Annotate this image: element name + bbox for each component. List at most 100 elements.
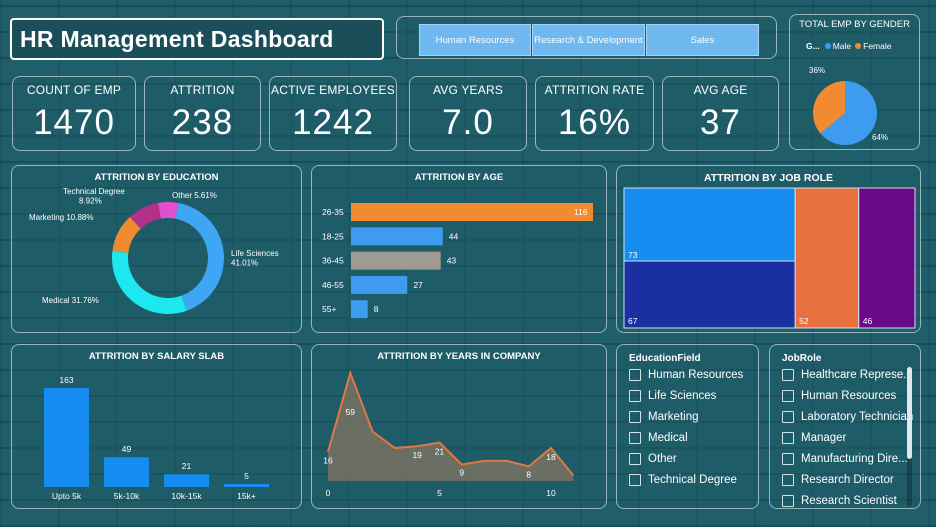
jobrole-filter-scrollbar-track[interactable] (907, 367, 912, 507)
years-data-label: 9 (459, 468, 464, 478)
gender-slice-female[interactable] (813, 81, 845, 134)
jobrole-filter-option[interactable]: Manager (782, 432, 846, 444)
jobrole-treemap-cell[interactable] (623, 260, 796, 329)
kpi-value: 1470 (33, 103, 115, 142)
age-category-label: 18-25 (322, 231, 344, 241)
kpi-label: ATTRITION RATE (544, 83, 645, 97)
education-filter-checkbox[interactable] (629, 390, 641, 402)
gender-pie: 36% 64% (809, 66, 888, 145)
gender-slice-male[interactable] (820, 81, 877, 145)
education-donut: Life Sciences 41.01% Medical 31.76% Marketi… (29, 187, 279, 314)
kpi-value: 1242 (292, 103, 374, 142)
jobrole-treemap-cell[interactable] (858, 187, 916, 329)
education-filter-checkbox[interactable] (629, 474, 641, 486)
jobrole-filter-checkbox[interactable] (782, 474, 794, 486)
education-slice[interactable] (129, 202, 161, 229)
education-data-label: Other 5.61% (172, 191, 217, 200)
age-category-label: 26-35 (322, 207, 344, 217)
age-chart-panel: ATTRITION BY AGE 26-35 116 18-25 44 36-45 43 4… (311, 165, 607, 333)
jobrole-cell-label: 67 (628, 316, 638, 326)
kpi-count-of-emp: COUNT OF EMP 1470 (12, 76, 136, 151)
female-pct-label: 36% (809, 66, 825, 75)
education-filter-option[interactable]: Medical (629, 432, 688, 444)
age-bar[interactable] (351, 203, 593, 221)
salary-category-label: 10k-15k (171, 491, 202, 501)
salary-value-label: 5 (244, 471, 249, 481)
kpi-label: AVG AGE (693, 83, 748, 97)
years-data-label: 18 (546, 452, 556, 462)
years-line[interactable] (327, 369, 575, 477)
jobrole-filter-option-label: Laboratory Technician (801, 411, 914, 423)
years-data-label: 16 (323, 456, 333, 466)
education-slice[interactable] (158, 202, 179, 219)
education-filter-option[interactable]: Human Resources (629, 369, 743, 381)
years-x-tick: 0 (326, 488, 331, 498)
dashboard-title-box: HR Management Dashboard (10, 18, 384, 60)
jobrole-filter-checkbox[interactable] (782, 390, 794, 402)
education-filter-title: EducationField (629, 353, 701, 364)
education-filter-option[interactable]: Life Sciences (629, 390, 716, 402)
jobrole-filter-checkbox[interactable] (782, 432, 794, 444)
jobrole-treemap-cell[interactable] (623, 187, 796, 262)
education-filter-option[interactable]: Technical Degree (629, 474, 737, 486)
education-filter-option-label: Other (648, 453, 677, 465)
education-chart-title: ATTRITION BY EDUCATION (94, 172, 219, 183)
female-legend-dot (855, 43, 862, 49)
age-bar[interactable] (351, 300, 368, 319)
education-filter-checkbox[interactable] (629, 453, 641, 465)
age-bar[interactable] (351, 227, 443, 246)
jobrole-filter-checkbox[interactable] (782, 495, 794, 507)
slicer-button-research-development[interactable]: Research & Development (532, 24, 645, 56)
education-filter-option-label: Technical Degree (648, 474, 737, 486)
kpi-label: COUNT OF EMP (26, 83, 122, 97)
male-legend-dot (824, 43, 831, 49)
salary-category-label: Upto 5k (52, 491, 82, 501)
education-slice[interactable] (112, 217, 141, 254)
jobrole-filter-option[interactable]: Healthcare Represe... (782, 369, 913, 381)
jobrole-treemap-cell[interactable] (794, 187, 860, 329)
education-filter-option-label: Marketing (648, 411, 699, 423)
jobrole-treemap: 73 67 52 46 (623, 187, 916, 329)
jobrole-filter-option[interactable]: Research Scientist (782, 495, 897, 507)
kpi-active-employees: ACTIVE EMPLOYEES 1242 (269, 76, 397, 151)
kpi-avg-age: AVG AGE 37 (662, 76, 779, 151)
jobrole-filter-checkbox[interactable] (782, 411, 794, 423)
jobrole-filter-option[interactable]: Manufacturing Dire... (782, 453, 908, 465)
jobrole-filter-checkbox[interactable] (782, 369, 794, 381)
kpi-avg-years: AVG YEARS 7.0 (409, 76, 527, 151)
education-filter-option[interactable]: Other (629, 453, 677, 465)
education-slice[interactable] (111, 251, 187, 314)
age-value-label: 8 (374, 304, 379, 314)
salary-bar[interactable] (164, 474, 209, 487)
age-chart-title: ATTRITION BY AGE (414, 172, 504, 183)
jobrole-filter-checkbox[interactable] (782, 453, 794, 465)
female-legend-label: Female (863, 41, 892, 51)
years-x-tick: 10 (546, 488, 556, 498)
salary-bar[interactable] (104, 457, 149, 487)
salary-bar[interactable] (224, 483, 269, 487)
jobrole-filter-option[interactable]: Laboratory Technician (782, 411, 913, 423)
kpi-value: 16% (557, 103, 632, 142)
jobrole-filter-option[interactable]: Human Resources (782, 390, 896, 402)
years-chart-panel: ATTRITION BY YEARS IN COMPANY 16 59 19 21 9 8… (311, 344, 607, 509)
kpi-value: 7.0 (442, 103, 494, 142)
age-bar-chart: 26-35 116 18-25 44 36-45 43 46-55 27 55+ 8 (322, 203, 593, 319)
slicer-button-human-resources[interactable]: Human Resources (419, 24, 531, 56)
education-filter-checkbox[interactable] (629, 432, 641, 444)
gender-legend: G... Male Female (806, 41, 891, 51)
salary-bar[interactable] (44, 388, 89, 487)
education-filter-checkbox[interactable] (629, 369, 641, 381)
jobrole-filter-option-label: Manufacturing Dire... (801, 453, 908, 465)
education-slice[interactable] (175, 202, 225, 311)
age-bar[interactable] (351, 251, 441, 270)
education-data-label: Life Sciences 41.01% (231, 249, 279, 268)
jobrole-filter-option[interactable]: Research Director (782, 474, 894, 486)
education-filter-option-label: Human Resources (648, 369, 744, 381)
education-data-label: Medical 31.76% (42, 296, 99, 305)
education-filter-option[interactable]: Marketing (629, 411, 699, 423)
age-bar[interactable] (351, 275, 408, 294)
education-filter-checkbox[interactable] (629, 411, 641, 423)
slicer-button-sales[interactable]: Sales (646, 24, 759, 56)
jobrole-filter-scrollbar-thumb[interactable] (907, 367, 912, 459)
jobrole-cell-label: 52 (799, 316, 809, 326)
